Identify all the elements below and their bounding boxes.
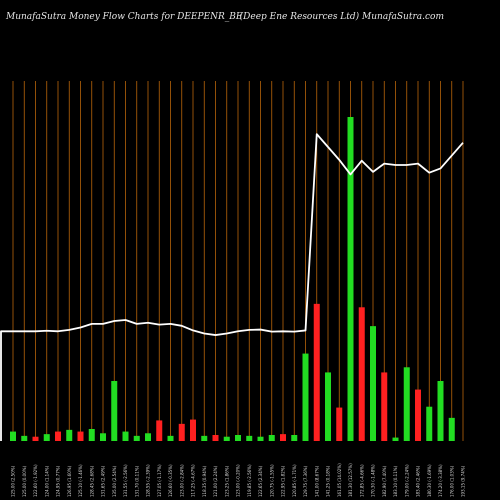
money-flow-bar <box>77 431 84 441</box>
x-tick-label: 119.85 (-2.56%) <box>247 464 252 497</box>
x-tick-label: 131.55 (-2.56%) <box>123 464 128 497</box>
x-tick-label: 118.35 (0.94%) <box>202 465 207 497</box>
money-flow-bar <box>190 419 196 441</box>
money-flow-bar <box>111 381 118 441</box>
volume-bars <box>10 117 455 441</box>
money-flow-bar <box>403 367 410 441</box>
money-flow-bar <box>88 429 95 441</box>
x-tick-label: 174.20 (-3.38%) <box>438 464 443 497</box>
money-flow-bar <box>415 389 421 441</box>
x-tick-label: 120.85 (-1.71%) <box>292 464 297 497</box>
money-flow-bar <box>313 303 320 441</box>
grid-lines <box>12 81 464 441</box>
x-tick-label: 123.25 (1.86%) <box>224 465 229 497</box>
money-flow-bar <box>280 434 286 441</box>
tick-labels: 125.00 (2.50%) 125.00 (0.00%) 122.60 (-1.9… <box>11 463 466 497</box>
money-flow-bar <box>122 431 129 441</box>
x-tick-label: 125.10 (-1.46%) <box>78 464 83 497</box>
money-flow-bar <box>223 436 230 441</box>
x-tick-label: 172.85 (-4.66%) <box>359 464 364 497</box>
money-flow-bar <box>235 435 241 441</box>
money-flow-bar <box>246 435 253 441</box>
chart-title: MunafaSutra Money Flow Charts for DEEPEN… <box>6 12 243 22</box>
money-flow-bar <box>212 435 219 441</box>
money-flow-bar <box>347 117 354 441</box>
x-tick-label: 126.60 (-0.35%) <box>168 464 173 497</box>
money-flow-bar <box>370 326 376 441</box>
money-flow-bar <box>178 423 185 441</box>
money-flow-bar <box>66 429 73 441</box>
site-title: (Deep Ene Resources Ltd) MunafaSutra.com <box>239 12 444 22</box>
x-tick-label: 180.30 (-1.69%) <box>427 464 432 497</box>
price-line <box>0 133 464 441</box>
x-tick-label: 122.65 (2.34%) <box>258 465 263 497</box>
x-tick-label: 128.45 (2.68%) <box>89 465 94 497</box>
x-tick-label: 126.95 (1.60%) <box>67 465 72 497</box>
money-flow-bar <box>156 420 163 441</box>
money-flow-bar <box>55 431 61 441</box>
x-tick-label: 129.75 (7.36%) <box>303 465 308 497</box>
x-tick-label: 117.25 (-4.67%) <box>191 464 196 497</box>
x-tick-label: 125.00 (0.00%) <box>22 465 27 497</box>
x-tick-label: 183.10 (0.11%) <box>393 465 398 497</box>
x-tick-label: 123.00 (-2.84%) <box>179 464 184 497</box>
x-tick-label: 135.00 (2.54%) <box>112 465 117 497</box>
x-tick-label: 121.00 (2.24%) <box>213 465 218 497</box>
x-tick-label: 179.00 (-2.24%) <box>404 464 409 497</box>
money-flow-bar <box>100 433 106 441</box>
x-tick-label: 141.00 (8.67%) <box>314 465 319 497</box>
money-flow-bar <box>336 407 343 441</box>
x-tick-label: 131.70 (0.11%) <box>134 465 139 497</box>
money-flow-bar <box>43 434 50 441</box>
money-flow-bar <box>448 417 455 441</box>
money-flow-bar <box>325 372 331 441</box>
money-flow-bar <box>302 353 309 441</box>
chart-header: MunafaSutra Money Flow Charts for DEEPEN… <box>0 0 500 40</box>
x-tick-label: 120.75 (-1.55%) <box>269 464 274 497</box>
x-tick-label: 122.60 (-1.92%) <box>33 464 38 497</box>
money-flow-bar <box>257 436 264 441</box>
x-tick-label: 181.30 (12.57%) <box>348 463 353 497</box>
x-tick-label: 141.25 (0.18%) <box>326 465 331 497</box>
x-tick-label: 176.00 (1.03%) <box>449 465 454 497</box>
money-flow-bar <box>133 435 140 441</box>
x-tick-label: 170.30 (-1.48%) <box>371 464 376 497</box>
money-flow-bar <box>392 437 399 441</box>
money-flow-bar <box>426 406 433 441</box>
price-line-path <box>0 133 464 441</box>
money-flow-bar <box>358 307 365 441</box>
x-tick-label: 124.00 (1.14%) <box>44 465 49 497</box>
money-flow-bar <box>10 431 16 441</box>
money-flow-bar <box>167 435 174 441</box>
x-tick-label: 125.00 (2.50%) <box>11 465 16 497</box>
money-flow-bar <box>381 372 388 441</box>
money-flow-bar <box>291 435 298 441</box>
x-tick-label: 124.95 (0.77%) <box>56 465 61 497</box>
x-tick-label: 183.40 (2.46%) <box>416 465 421 497</box>
x-tick-label: 122.95 (1.82%) <box>281 465 286 497</box>
money-flow-bar <box>201 435 208 441</box>
money-flow-bar <box>145 433 151 441</box>
money-flow-bar <box>268 435 275 441</box>
x-tick-label: 123.00 (-0.20%) <box>236 464 241 497</box>
x-tick-label: 131.65 (2.49%) <box>101 465 106 497</box>
x-tick-label: 127.05 (-1.17%) <box>157 464 162 497</box>
x-tick-label: 193.15 (9.74%) <box>461 465 466 497</box>
x-tick-label: 182.90 (7.40%) <box>382 465 387 497</box>
x-tick-label: 128.55 (-2.39%) <box>146 464 151 497</box>
money-flow-bar <box>32 436 39 441</box>
money-flow-bar <box>21 435 28 441</box>
x-tick-label: 161.05 (14.02%) <box>337 463 342 497</box>
money-flow-bar <box>437 381 444 441</box>
